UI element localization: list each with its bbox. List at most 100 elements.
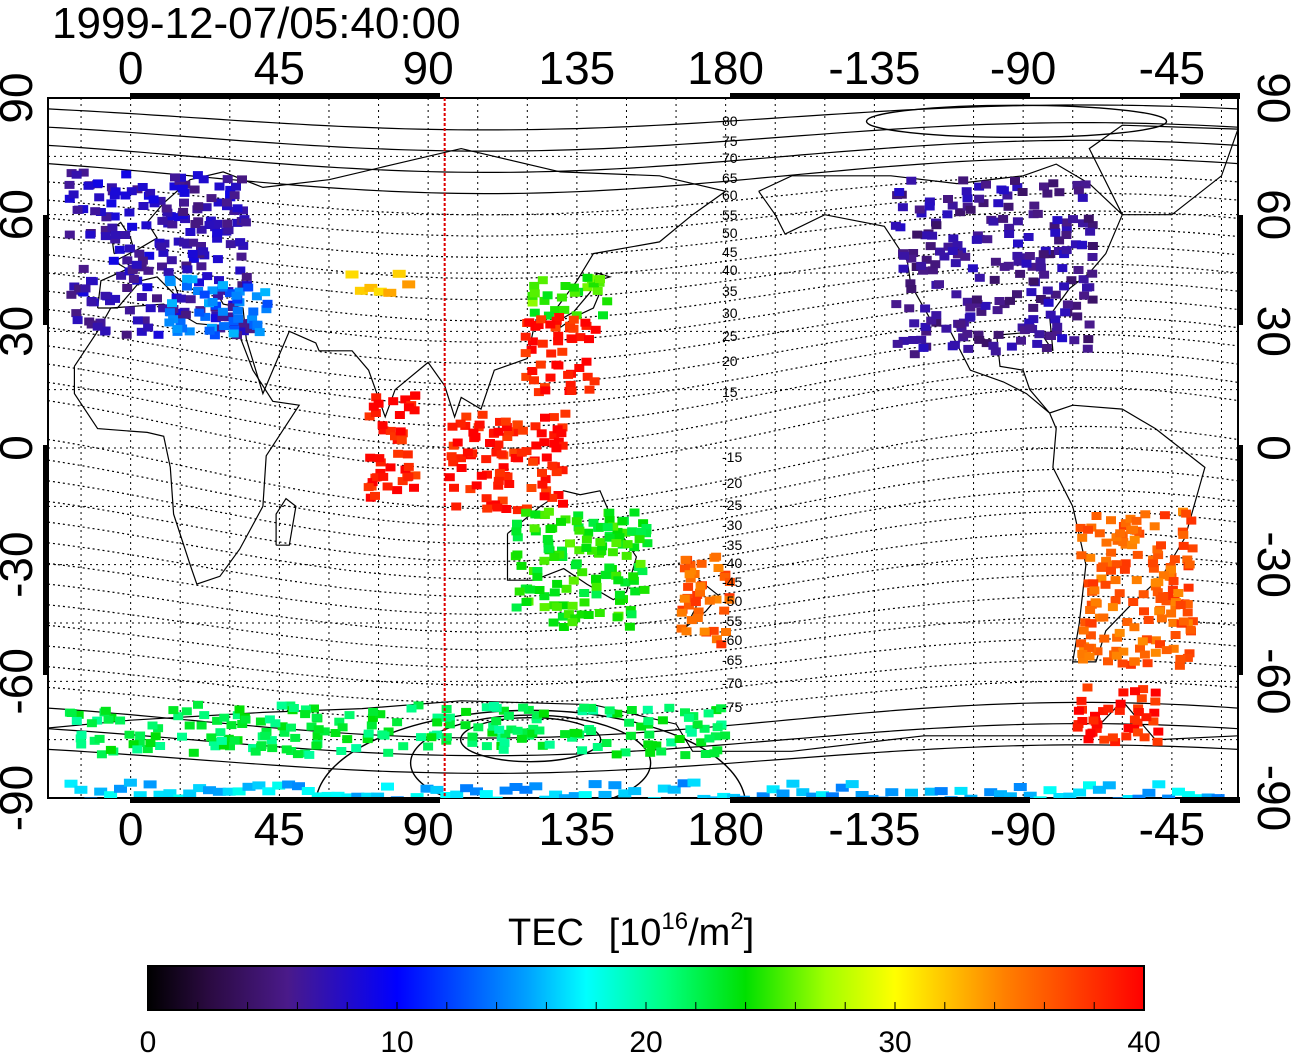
tec-pixel <box>212 255 223 264</box>
tec-pixel <box>1076 551 1087 560</box>
tec-pixel <box>978 199 989 208</box>
tec-pixel <box>604 516 615 525</box>
tec-pixel <box>254 328 265 337</box>
tec-pixel <box>511 527 522 536</box>
colorbar-unit-base: [10 <box>609 912 662 954</box>
tec-pixel <box>835 783 849 792</box>
coastline-segment <box>275 497 297 546</box>
tec-pixel <box>1029 201 1040 210</box>
tec-pixel <box>170 173 180 182</box>
tec-pixel <box>727 793 741 798</box>
tec-pixel <box>575 333 586 342</box>
tec-pixel <box>1083 781 1096 790</box>
tec-pixel <box>512 726 523 735</box>
tec-pixel <box>1024 324 1035 333</box>
lat-tick-label-left: -60 <box>0 648 42 714</box>
tec-pixel <box>460 784 474 793</box>
tec-pixel <box>413 701 424 710</box>
lon-tick-label-top: -45 <box>1139 42 1205 94</box>
contour-label: 30 <box>722 305 738 321</box>
tec-pixel <box>1158 592 1169 601</box>
tec-pixel <box>364 412 375 421</box>
tec-pixel <box>547 493 558 502</box>
tec-pixel <box>1032 209 1043 218</box>
tec-pixel <box>1147 559 1158 568</box>
tec-pixel <box>1111 651 1122 660</box>
tec-pixel <box>534 586 545 594</box>
tec-pixel <box>707 796 721 798</box>
contour-label: 65 <box>722 170 738 186</box>
tec-pixel <box>1073 706 1084 715</box>
tec-pixel <box>147 721 158 730</box>
tec-pixel <box>497 496 508 505</box>
tec-pixel <box>378 426 389 435</box>
tec-pixel <box>64 194 75 203</box>
tec-pixel <box>582 372 593 381</box>
tec-pixel <box>470 787 483 796</box>
tec-pixel <box>1150 648 1161 657</box>
tec-pixel <box>103 715 114 724</box>
tec-pixel <box>78 205 89 214</box>
tec-pixel <box>1085 606 1096 614</box>
tec-pixel <box>1098 613 1109 622</box>
tec-pixel <box>510 454 521 462</box>
tec-pixel <box>262 787 276 796</box>
tec-pixel <box>177 732 187 741</box>
tec-pixel <box>971 235 982 244</box>
tec-pixel <box>489 701 499 710</box>
tec-pixel <box>924 202 935 211</box>
tec-pixel <box>1138 685 1149 694</box>
tec-pixel <box>1100 580 1111 589</box>
tec-pixel <box>204 221 215 229</box>
tec-pixel <box>581 543 592 552</box>
tec-pixel <box>716 704 727 713</box>
tec-pixel <box>493 481 504 490</box>
tec-pixel <box>145 739 156 747</box>
tec-pixel <box>1024 318 1035 327</box>
tec-pixel <box>110 187 121 196</box>
tec-pixel <box>1099 735 1110 744</box>
tec-pixel <box>383 748 394 757</box>
tec-pixel <box>83 181 94 190</box>
tec-pixel <box>512 533 523 542</box>
tec-pixel <box>1102 781 1116 790</box>
tec-pixel <box>517 426 528 435</box>
tec-pixel <box>560 282 571 290</box>
tec-pixel <box>1181 509 1192 518</box>
tec-pixel <box>286 723 296 732</box>
magnetic-contour <box>48 510 1238 580</box>
contour-labels: 8075706560555045403530252015-15-20-25-30… <box>722 113 742 715</box>
tec-pixel <box>426 733 437 742</box>
contour-label: -15 <box>722 449 742 465</box>
tec-pixel <box>208 737 219 746</box>
magnetic-contour <box>48 369 1238 449</box>
tec-pixel <box>213 198 224 207</box>
tec-pixel <box>1088 716 1099 725</box>
tec-pixel <box>218 741 229 750</box>
tec-pixel <box>498 706 509 715</box>
tec-pixel <box>1033 796 1047 798</box>
tec-pixel <box>238 327 249 336</box>
tec-pixel <box>193 287 204 295</box>
tec-pixel <box>173 237 184 246</box>
tec-pixel <box>680 555 691 564</box>
tec-pixel <box>540 386 551 395</box>
tec-pixel <box>693 607 704 616</box>
tec-pixel <box>1091 512 1102 520</box>
tec-pixel <box>686 616 697 625</box>
tec-pixel <box>371 393 382 402</box>
tec-pixel <box>125 244 135 253</box>
tec-pixel <box>924 787 938 796</box>
tec-pixel <box>188 254 199 263</box>
tec-pixel <box>1164 572 1175 581</box>
tec-pixel <box>1161 646 1172 655</box>
tec-pixel <box>498 463 509 472</box>
tec-pixel <box>292 782 305 791</box>
tec-pixel <box>552 579 563 588</box>
tec-pixel <box>1149 522 1160 531</box>
tec-pixel <box>566 334 577 343</box>
tec-pixel <box>1092 647 1103 656</box>
tec-pixel <box>1072 723 1083 732</box>
tec-pixel <box>462 448 473 457</box>
tec-pixel <box>588 279 599 288</box>
